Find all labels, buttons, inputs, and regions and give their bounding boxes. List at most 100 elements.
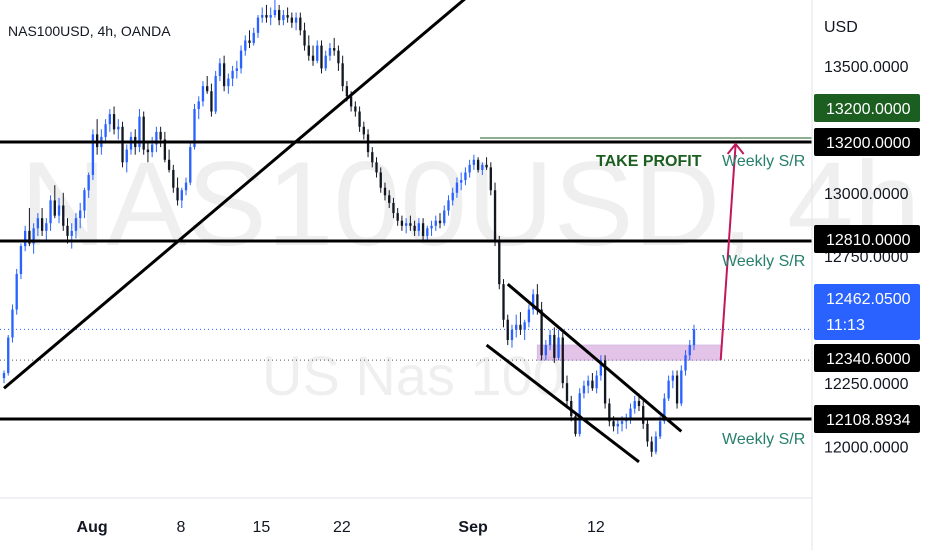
candle[interactable]: [328, 42, 332, 61]
candle[interactable]: [684, 350, 687, 376]
candle[interactable]: [633, 395, 636, 414]
candle[interactable]: [311, 45, 315, 66]
plot-area[interactable]: [0, 0, 812, 464]
candle[interactable]: [671, 370, 674, 389]
candle[interactable]: [400, 215, 404, 231]
candle[interactable]: [201, 81, 205, 107]
candle[interactable]: [472, 154, 476, 170]
candle[interactable]: [333, 37, 336, 56]
candle[interactable]: [218, 58, 222, 82]
candle[interactable]: [62, 192, 65, 231]
candle[interactable]: [11, 304, 14, 343]
candle[interactable]: [527, 304, 531, 328]
candle[interactable]: [421, 218, 425, 242]
candle[interactable]: [248, 30, 251, 49]
candle[interactable]: [519, 312, 522, 335]
candle[interactable]: [286, 7, 289, 23]
candle[interactable]: [548, 329, 552, 351]
candle[interactable]: [565, 375, 569, 407]
projection-arrow[interactable]: [719, 142, 745, 361]
candle[interactable]: [316, 40, 319, 64]
candle[interactable]: [447, 195, 450, 216]
candle[interactable]: [383, 182, 387, 201]
candle[interactable]: [66, 218, 69, 244]
candle[interactable]: [150, 136, 154, 158]
candle[interactable]: [616, 418, 619, 434]
candle[interactable]: [379, 167, 382, 193]
candle[interactable]: [83, 187, 86, 219]
candle[interactable]: [299, 12, 302, 36]
candle[interactable]: [625, 413, 628, 429]
candle[interactable]: [239, 45, 243, 74]
candle[interactable]: [438, 213, 442, 229]
candle[interactable]: [273, 0, 277, 18]
candle[interactable]: [476, 157, 480, 173]
candle[interactable]: [231, 65, 234, 87]
candle[interactable]: [667, 375, 670, 401]
candle[interactable]: [413, 220, 416, 236]
candle[interactable]: [57, 197, 61, 224]
candle[interactable]: [574, 413, 577, 437]
candle[interactable]: [489, 162, 492, 196]
candle[interactable]: [19, 243, 23, 280]
candle[interactable]: [578, 388, 581, 437]
candle[interactable]: [688, 340, 691, 361]
candle[interactable]: [468, 159, 471, 178]
candle[interactable]: [40, 208, 44, 236]
candle[interactable]: [510, 324, 514, 348]
candle[interactable]: [87, 172, 90, 198]
candle[interactable]: [138, 108, 141, 153]
trendline-rising-support[interactable]: [3, 0, 491, 390]
entry-zone[interactable]: [536, 344, 722, 361]
candle[interactable]: [642, 400, 645, 429]
candle[interactable]: [515, 314, 518, 338]
candle[interactable]: [680, 365, 683, 407]
candle[interactable]: [692, 324, 696, 351]
candle[interactable]: [404, 218, 408, 234]
trendline-channel-lower[interactable]: [485, 343, 640, 464]
candle[interactable]: [523, 319, 526, 341]
candle[interactable]: [493, 182, 497, 247]
candle[interactable]: [358, 106, 361, 132]
candle[interactable]: [79, 202, 82, 229]
candle[interactable]: [167, 149, 171, 173]
candle[interactable]: [176, 177, 179, 206]
candle[interactable]: [163, 131, 167, 163]
candle[interactable]: [362, 121, 365, 140]
candle[interactable]: [409, 215, 412, 231]
candle[interactable]: [460, 172, 463, 191]
candle[interactable]: [354, 101, 357, 117]
candle[interactable]: [206, 75, 209, 94]
candle[interactable]: [544, 340, 548, 361]
candle[interactable]: [650, 436, 653, 457]
time-axis[interactable]: Aug 8 15 22 Sep 12: [77, 519, 605, 536]
candle[interactable]: [180, 187, 183, 209]
candle[interactable]: [104, 119, 107, 142]
candle[interactable]: [451, 187, 454, 206]
candle[interactable]: [256, 15, 260, 38]
candle[interactable]: [646, 418, 649, 447]
candle[interactable]: [214, 70, 217, 115]
candle[interactable]: [2, 370, 6, 384]
candle[interactable]: [7, 334, 10, 376]
candle[interactable]: [24, 225, 27, 252]
candle[interactable]: [294, 12, 298, 31]
candle[interactable]: [599, 355, 603, 381]
trendline-channel-upper[interactable]: [506, 283, 683, 433]
candle[interactable]: [49, 195, 52, 231]
candle[interactable]: [629, 403, 632, 424]
candle[interactable]: [426, 225, 429, 242]
candle[interactable]: [337, 45, 340, 71]
candle[interactable]: [235, 60, 238, 79]
candle[interactable]: [675, 370, 679, 409]
candle[interactable]: [112, 106, 116, 135]
candle[interactable]: [36, 213, 40, 236]
candle[interactable]: [371, 147, 374, 168]
candle[interactable]: [587, 375, 590, 394]
candle[interactable]: [189, 142, 192, 186]
candle[interactable]: [269, 7, 272, 26]
candle[interactable]: [244, 35, 247, 56]
candle[interactable]: [654, 431, 658, 455]
candle[interactable]: [430, 220, 433, 236]
candle[interactable]: [15, 268, 18, 315]
